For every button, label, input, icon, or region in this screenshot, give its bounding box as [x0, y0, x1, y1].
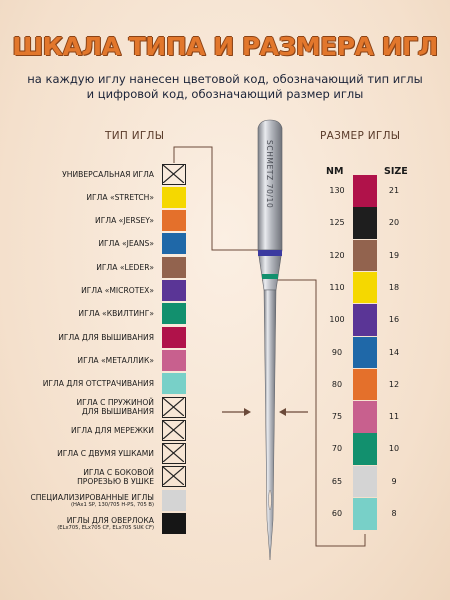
size-value: 19 — [388, 250, 400, 260]
size-swatch — [353, 336, 377, 368]
needle-blade — [263, 289, 277, 561]
size-swatch — [353, 271, 377, 304]
nm-value: 65 — [331, 476, 343, 486]
type-label: ИГЛА «МЕТАЛЛИК» — [77, 355, 154, 365]
type-label: ИГЛА С БОКОВОЙ ПРОРЕЗЬЮ В УШКЕ — [77, 467, 154, 486]
type-swatch — [162, 373, 186, 395]
left-arrow-head — [244, 408, 251, 416]
type-label: ИГЛА «JERSEY» — [95, 216, 154, 226]
size-swatch — [353, 401, 377, 433]
right-arrow-head — [279, 408, 286, 416]
type-label: ИГЛА «КВИЛТИНГ» — [78, 309, 154, 319]
size-value: 10 — [388, 444, 400, 454]
nm-value: 90 — [331, 347, 343, 357]
nm-heading: NM — [326, 166, 344, 177]
nm-value: 125 — [329, 218, 345, 228]
nm-value: 100 — [329, 315, 345, 325]
type-label: ИГЛА «JEANS» — [98, 239, 154, 249]
needle-size-band — [262, 274, 278, 279]
page-title: ШКАЛА ТИПА И РАЗМЕРА ИГЛ — [12, 32, 438, 61]
type-label: СПЕЦИАЛИЗИРОВАННЫЕ ИГЛЫ (HAx1 SP, 130/705… — [30, 492, 154, 508]
type-swatch — [162, 163, 186, 185]
size-value: 16 — [388, 315, 400, 325]
type-label: ИГЛА «LEDER» — [96, 262, 154, 272]
needle-engraving: SCHMETZ 70/10 — [265, 140, 274, 208]
size-heading-label: SIZE — [384, 166, 408, 177]
type-swatch — [162, 349, 186, 371]
size-value: 12 — [388, 379, 400, 389]
needle-shank — [257, 119, 283, 251]
type-swatch — [162, 280, 186, 301]
type-swatch — [162, 443, 186, 465]
type-heading: ТИП ИГЛЫ — [105, 130, 165, 142]
size-heading: РАЗМЕР ИГЛЫ — [320, 130, 401, 142]
type-swatch — [162, 210, 186, 232]
size-value: 20 — [388, 218, 400, 228]
size-swatch — [353, 304, 377, 336]
size-connector-line — [262, 279, 366, 547]
type-label: ИГЛА ДЛЯ ВЫШИВАНИЯ — [58, 332, 154, 342]
type-label: ИГЛА ДЛЯ ОТСТРАЧИВАНИЯ — [42, 379, 154, 389]
needle-type-band — [258, 250, 282, 256]
type-label: УНИВЕРСАЛЬНАЯ ИГЛА — [62, 169, 154, 179]
size-value: 8 — [391, 509, 397, 518]
type-swatch — [162, 303, 186, 325]
size-value: 11 — [388, 412, 400, 422]
nm-value: 70 — [331, 444, 343, 454]
subtitle-line-2: и цифровой код, обозначающий размер иглы — [86, 87, 364, 101]
nm-value: 130 — [329, 186, 345, 195]
size-swatch — [353, 175, 377, 207]
nm-value: 60 — [331, 509, 343, 518]
type-swatch — [162, 256, 186, 278]
size-swatch — [353, 368, 377, 401]
needle-eye — [268, 489, 272, 511]
size-swatch — [353, 207, 377, 239]
type-label: ИГЛА С ДВУМЯ УШКАМИ — [57, 449, 154, 459]
subtitle-line-1: на каждую иглу нанесен цветовой код, обо… — [27, 72, 423, 86]
type-connector-line — [173, 146, 258, 251]
type-label: ИГЛЫ ДЛЯ ОВЕРЛОКА (ELx705, ELx705 CF, ELx… — [57, 516, 154, 531]
size-swatch — [353, 465, 377, 498]
type-label: ИГЛА С ПРУЖИНОЙ ДЛЯ ВЫШИВАНИЯ — [76, 398, 155, 416]
type-label: ИГЛА «MICROTEX» — [81, 286, 154, 295]
type-swatch — [162, 513, 186, 534]
size-swatch — [353, 498, 377, 530]
nm-value: 80 — [331, 379, 343, 389]
size-swatch — [353, 239, 377, 272]
type-swatch — [162, 233, 186, 255]
type-swatch — [162, 489, 186, 511]
size-swatch — [353, 433, 377, 465]
type-label: ИГЛА «STRETCH» — [86, 192, 154, 202]
size-value: 21 — [388, 186, 400, 195]
type-swatch — [162, 326, 186, 348]
nm-value: 110 — [329, 282, 345, 292]
size-value: 18 — [388, 282, 400, 292]
size-value: 9 — [391, 476, 397, 486]
nm-value: 75 — [331, 412, 343, 422]
type-swatch — [162, 396, 186, 418]
size-value: 14 — [388, 347, 400, 357]
type-swatch — [162, 466, 186, 488]
nm-value: 120 — [329, 250, 345, 260]
type-label: ИГЛА ДЛЯ МЕРЕЖКИ — [71, 425, 154, 435]
type-swatch — [162, 186, 186, 208]
type-swatch — [162, 419, 186, 441]
